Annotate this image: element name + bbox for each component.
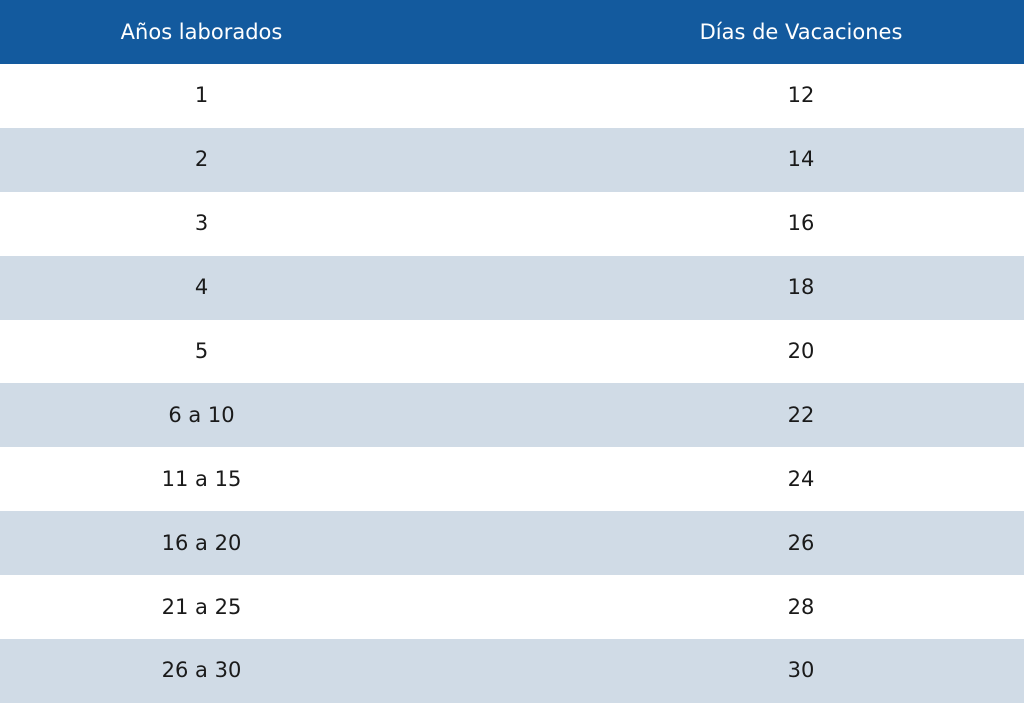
table-row: 3 16 [0, 192, 1024, 256]
days-cell: 20 [787, 339, 815, 363]
days-cell: 18 [787, 275, 815, 300]
table-row: 1 12 [0, 64, 1024, 128]
years-cell: 26 a 30 [161, 658, 242, 683]
years-cell: 4 [194, 275, 209, 300]
years-cell: 3 [194, 211, 209, 236]
table-row: 6 a 10 22 [0, 383, 1024, 448]
table-header: Años laborados Días de Vacaciones [0, 0, 1024, 64]
days-cell: 14 [787, 147, 815, 172]
days-cell: 26 [787, 530, 815, 555]
table-row: 26 a 30 30 [0, 639, 1024, 703]
years-cell: 1 [194, 83, 209, 108]
table-row: 16 a 20 26 [0, 511, 1024, 576]
table-row: 5 20 [0, 320, 1024, 384]
years-cell: 2 [194, 147, 209, 172]
days-cell: 12 [787, 83, 815, 108]
years-cell: 11 a 15 [161, 466, 242, 491]
table-row: 4 18 [0, 255, 1024, 320]
years-cell: 21 a 25 [161, 594, 242, 619]
years-cell: 5 [194, 339, 209, 363]
table-row: 2 14 [0, 127, 1024, 192]
years-cell: 6 a 10 [168, 402, 235, 427]
table-row: 21 a 25 28 [0, 575, 1024, 639]
days-cell: 16 [787, 211, 815, 236]
table-row: 11 a 15 24 [0, 447, 1024, 511]
days-cell: 22 [787, 402, 815, 427]
table-body: 1 12 2 14 3 16 4 18 5 20 6 a 10 22 11 a … [0, 64, 1024, 703]
days-cell: 30 [787, 658, 815, 683]
column-header-days: Días de Vacaciones [699, 20, 903, 44]
column-header-years: Años laborados [120, 20, 283, 44]
days-cell: 24 [787, 466, 815, 491]
years-cell: 16 a 20 [161, 530, 242, 555]
days-cell: 28 [787, 594, 815, 619]
